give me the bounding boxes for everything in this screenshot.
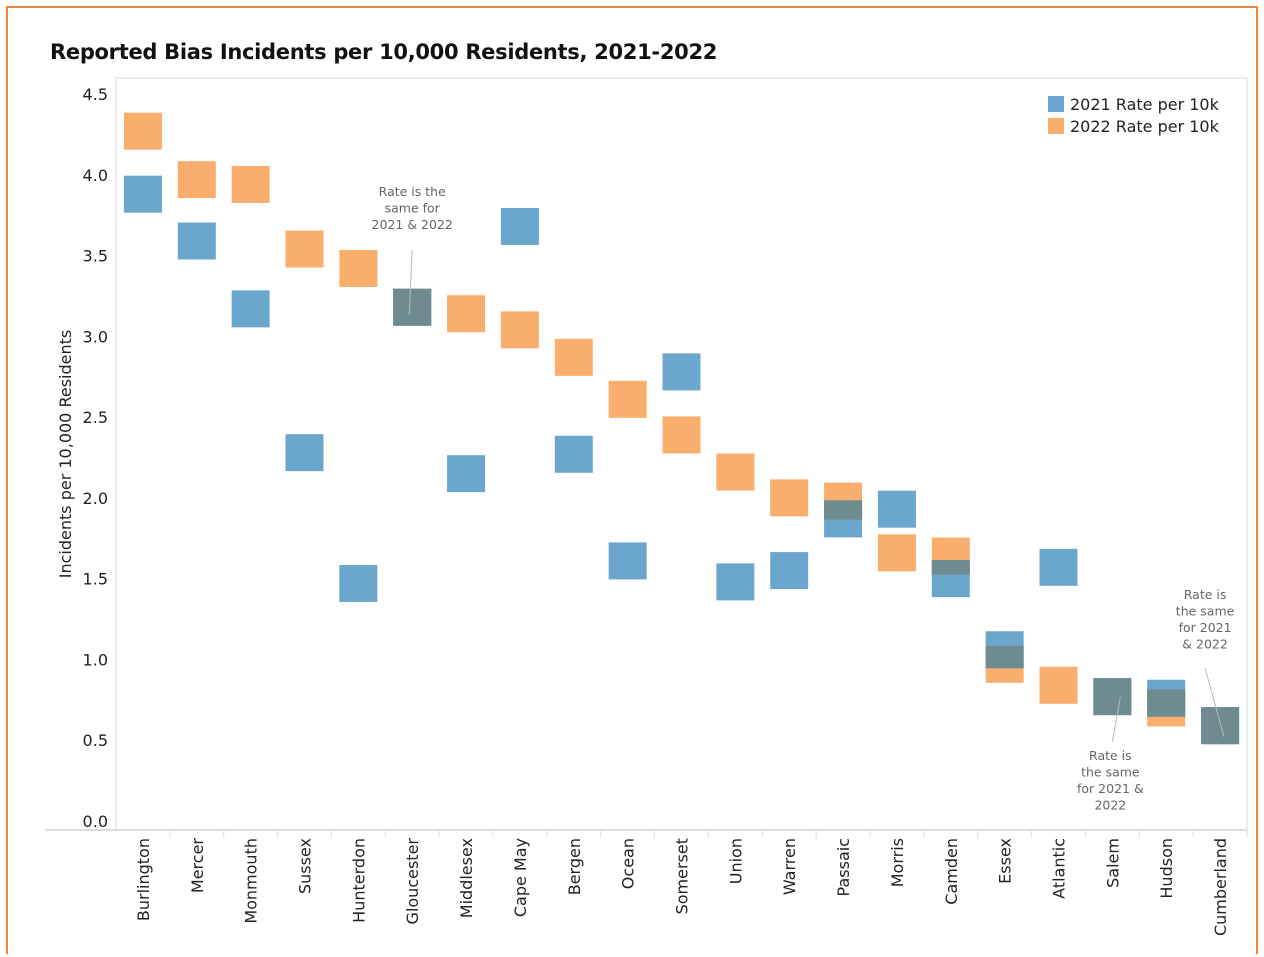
y-tick-label: 3.0 [83, 327, 108, 346]
x-tick-label: Morris [888, 838, 907, 887]
x-tick-label: Gloucester [403, 838, 422, 925]
point-2022-warren [770, 479, 809, 517]
point-2022-bergen [554, 338, 593, 376]
annotation-text: the same [1176, 604, 1235, 619]
y-tick-label: 3.5 [83, 247, 108, 266]
point-2021-hunterdon [339, 565, 378, 603]
point-2022-monmouth [231, 165, 270, 203]
point-2022-middlesex [447, 295, 486, 333]
annotation-text: same for [385, 201, 441, 216]
y-tick-label: 0.0 [83, 812, 108, 831]
point-2021-burlington [123, 175, 162, 213]
point-2022-burlington [123, 112, 162, 150]
x-tick-label: Middlesex [457, 838, 476, 918]
point-2022-ocean [608, 380, 647, 418]
annotation-text: the same [1081, 765, 1140, 780]
overlap-camden [931, 560, 970, 575]
point-2022-mercer [177, 161, 216, 199]
point-2021-somerset [662, 353, 701, 391]
legend-swatch-2022 [1048, 118, 1064, 134]
x-tick-label: Monmouth [242, 838, 261, 924]
annotation-leader [1111, 696, 1121, 743]
point-2022-hunterdon [339, 249, 378, 287]
chart-title: Reported Bias Incidents per 10,000 Resid… [50, 40, 718, 64]
x-tick-label: Atlantic [1050, 838, 1069, 899]
point-2022-union [716, 453, 755, 491]
chart-frame [6, 6, 1258, 954]
point-2021-sussex [285, 434, 324, 472]
annotation-text: Rate is [1089, 748, 1132, 763]
y-tick-label: 0.5 [83, 731, 108, 750]
y-tick-label: 4.5 [83, 85, 108, 104]
legend-label-2021: 2021 Rate per 10k [1070, 95, 1220, 114]
point-2021-union [716, 563, 755, 601]
annotation-text: for 2021 [1179, 620, 1232, 635]
x-tick-label: Somerset [673, 838, 692, 914]
point-2021-atlantic [1039, 548, 1078, 586]
y-tick-label: 1.0 [83, 650, 108, 669]
annotation-text: 2022 [1094, 798, 1126, 813]
x-tick-label: Burlington [134, 838, 153, 921]
annotation-leader [408, 249, 413, 316]
point-2021-monmouth [231, 290, 270, 328]
y-tick-label: 2.0 [83, 489, 108, 508]
point-2021-morris [877, 490, 916, 528]
point-2021-ocean [608, 542, 647, 580]
x-tick-label: Cape May [511, 838, 530, 917]
y-tick-label: 1.5 [83, 570, 108, 589]
overlap-cumberland [1201, 707, 1240, 745]
point-2022-atlantic [1039, 666, 1078, 704]
point-2021-warren [770, 552, 809, 590]
point-2022-cape-may [500, 311, 539, 349]
x-tick-label: Ocean [619, 838, 638, 889]
point-2021-bergen [554, 435, 593, 473]
x-tick-label: Union [726, 838, 745, 884]
annotation-text: & 2022 [1182, 637, 1228, 652]
y-tick-label: 4.0 [83, 166, 108, 185]
x-tick-label: Sussex [296, 838, 315, 894]
x-tick-label: Warren [780, 838, 799, 895]
y-tick-label: 2.5 [83, 408, 108, 427]
x-tick-label: Passaic [834, 838, 853, 896]
annotation-text: Rate is the [379, 184, 446, 199]
point-2021-middlesex [447, 455, 486, 493]
x-tick-label: Essex [996, 838, 1015, 884]
point-2022-somerset [662, 416, 701, 454]
overlap-salem [1093, 678, 1132, 716]
x-tick-label: Mercer [188, 838, 207, 894]
point-2021-cape-may [500, 207, 539, 245]
x-tick-label: Hunterdon [349, 838, 368, 923]
x-tick-label: Cumberland [1211, 838, 1230, 936]
legend-swatch-2021 [1048, 96, 1064, 112]
annotation-leader [1204, 667, 1225, 738]
point-2022-sussex [285, 230, 324, 268]
point-2021-mercer [177, 222, 216, 260]
annotation-text: 2021 & 2022 [372, 217, 453, 232]
legend-label-2022: 2022 Rate per 10k [1070, 117, 1220, 136]
overlap-gloucester [393, 288, 432, 326]
x-tick-label: Salem [1103, 838, 1122, 888]
x-tick-label: Camden [942, 838, 961, 905]
annotation-text: for 2021 & [1077, 781, 1144, 796]
point-2022-morris [877, 534, 916, 572]
overlap-essex [985, 645, 1024, 669]
overlap-hudson [1147, 689, 1186, 717]
y-axis-label: Incidents per 10,000 Residents [56, 330, 75, 578]
overlap-passaic [824, 500, 863, 520]
annotation-text: Rate is [1184, 587, 1227, 602]
x-tick-label: Bergen [565, 838, 584, 895]
x-tick-label: Hudson [1157, 838, 1176, 899]
